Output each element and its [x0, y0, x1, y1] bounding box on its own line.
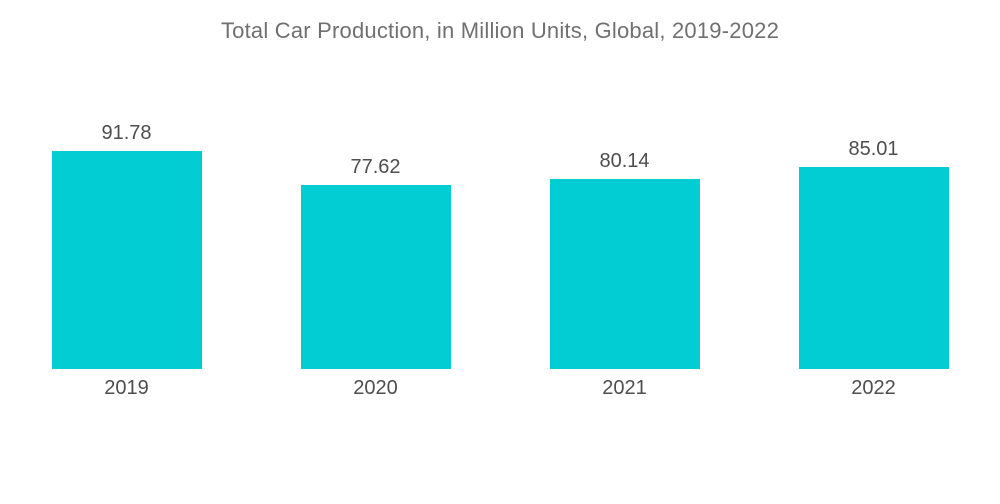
bar-group-2022: 85.01 2022	[749, 0, 998, 412]
value-label-2021: 80.14	[599, 149, 650, 172]
value-label-2019: 91.78	[101, 121, 152, 144]
value-label-2020: 77.62	[350, 155, 401, 178]
value-label-2022: 85.01	[848, 137, 899, 160]
bar-stack: 80.14	[500, 0, 749, 369]
bar-2021	[549, 178, 700, 369]
category-label-2021: 2021	[602, 376, 647, 399]
bar-group-2021: 80.14 2021	[500, 0, 749, 412]
bar-group-2019: 91.78 2019	[2, 0, 251, 412]
chart-title: Total Car Production, in Million Units, …	[220, 18, 780, 43]
category-label-2020: 2020	[353, 376, 398, 399]
bar-chart: 91.78 2019 77.62 2020 80.14 2021 85.01	[2, 0, 998, 412]
bar-stack: 77.62	[251, 0, 500, 369]
category-label-2019: 2019	[104, 376, 149, 399]
bar-stack: 91.78	[2, 0, 251, 369]
bar-2019	[51, 150, 202, 369]
bar-group-2020: 77.62 2020	[251, 0, 500, 412]
bar-2022	[798, 166, 949, 369]
bar-stack: 85.01	[749, 0, 998, 369]
bar-2020	[300, 184, 451, 369]
category-label-2022: 2022	[851, 376, 896, 399]
